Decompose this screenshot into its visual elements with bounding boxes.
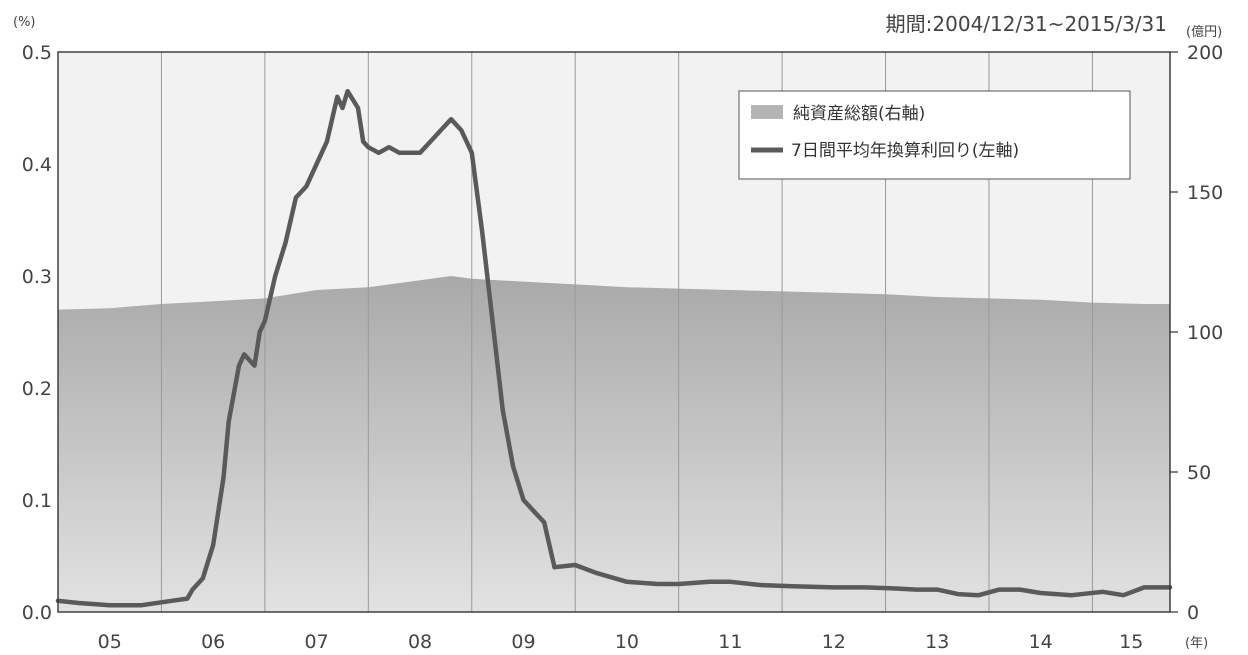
left-tick-label: 0.2 (22, 378, 52, 400)
yield-line (55, 88, 1173, 608)
x-tick-label: 08 (408, 631, 432, 653)
legend: 純資産総額(右軸) 7日間平均年換算利回り(左軸) (738, 90, 1131, 180)
legend-label-net-assets: 純資産総額(右軸) (793, 104, 925, 124)
left-axis-unit: (%) (13, 15, 36, 30)
x-tick-label: 10 (615, 631, 639, 653)
x-tick-label: 12 (822, 631, 846, 653)
x-tick-label: 06 (201, 631, 225, 653)
legend-label-yield: 7日間平均年換算利回り(左軸) (791, 141, 1019, 161)
net-assets-area (58, 276, 1170, 612)
legend-area-swatch (751, 105, 783, 119)
x-tick-label: 07 (305, 631, 329, 653)
right-tick-label: 200 (1187, 42, 1223, 64)
right-tick-label: 50 (1187, 462, 1211, 484)
x-tick-label: 15 (1119, 631, 1143, 653)
left-tick-label: 0.4 (22, 154, 52, 176)
x-tick-label: 11 (718, 631, 742, 653)
left-tick-label: 0.0 (22, 602, 52, 624)
left-tick-label: 0.5 (22, 42, 52, 64)
left-tick-label: 0.3 (22, 266, 52, 288)
right-tick-label: 100 (1187, 322, 1223, 344)
x-tick-label: 09 (511, 631, 535, 653)
legend-box (738, 90, 1131, 180)
right-tick-label: 150 (1187, 182, 1223, 204)
period-label: 期間:2004/12/31~2015/3/31 (886, 12, 1167, 36)
right-tick-label: 0 (1187, 602, 1199, 624)
x-axis-ticks: 05 06 07 08 09 10 11 12 13 14 15 (98, 631, 1144, 653)
x-axis-unit: (年) (1185, 636, 1208, 651)
x-tick-label: 14 (1029, 631, 1053, 653)
left-tick-label: 0.1 (22, 490, 52, 512)
x-tick-label: 05 (98, 631, 122, 653)
left-axis-ticks: 0.0 0.1 0.2 0.3 0.4 0.5 (22, 42, 52, 624)
x-tick-label: 13 (925, 631, 949, 653)
right-axis-unit: (億円) (1186, 24, 1222, 40)
right-axis-ticks: 0 50 100 150 200 (1170, 42, 1223, 624)
